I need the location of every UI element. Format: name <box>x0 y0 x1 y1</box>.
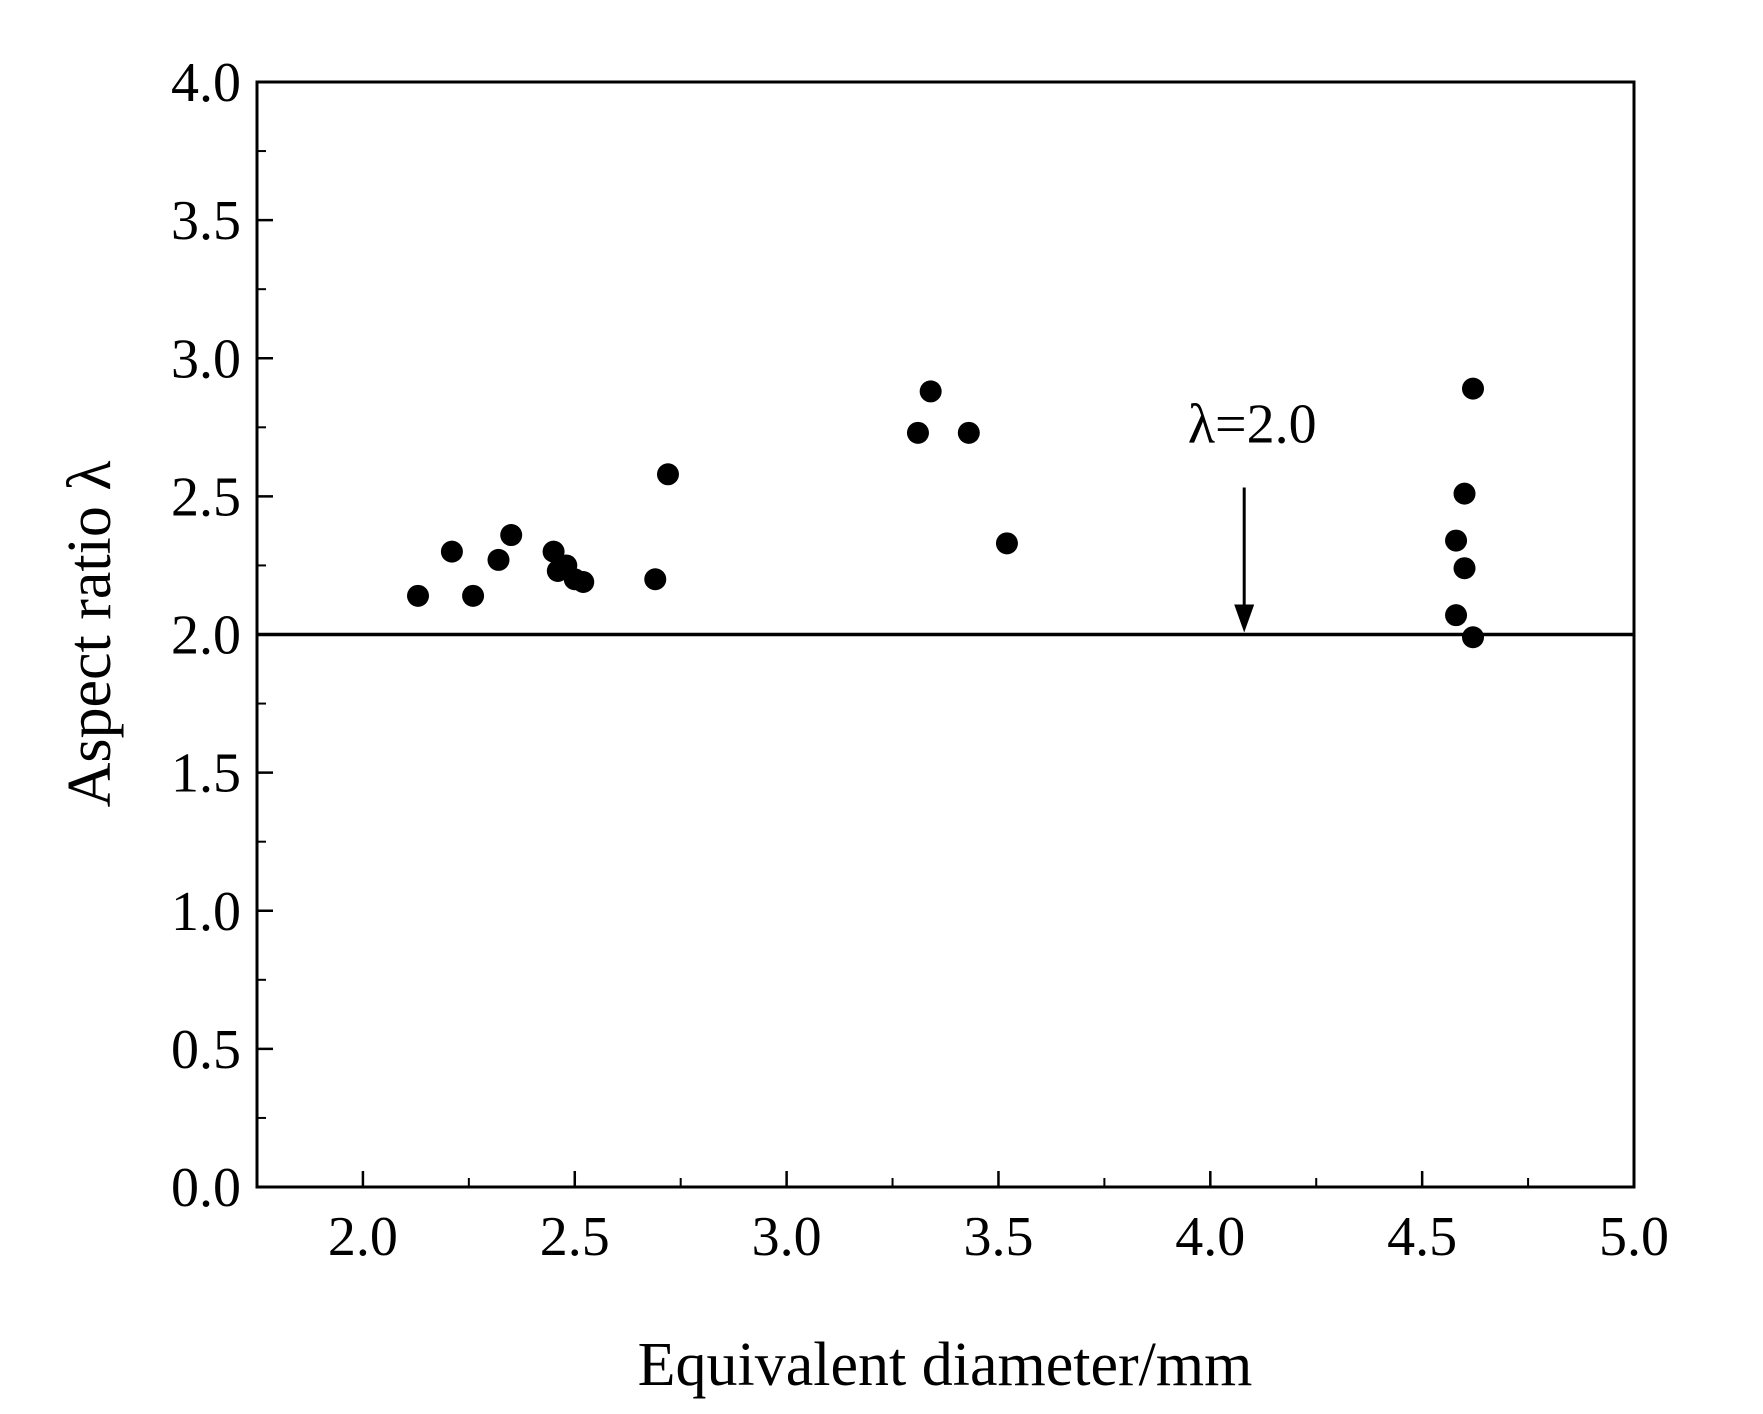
y-axis-label: Aspect ratio λ <box>56 461 124 808</box>
data-point <box>407 584 430 607</box>
data-point <box>995 532 1018 555</box>
x-tick-label: 3.0 <box>752 1206 822 1268</box>
x-tick-label: 2.5 <box>540 1206 610 1268</box>
data-point <box>906 421 929 444</box>
y-tick-label: 3.5 <box>171 190 241 252</box>
x-tick-label: 4.5 <box>1387 1206 1457 1268</box>
data-point <box>440 540 463 563</box>
y-tick-label: 2.5 <box>171 466 241 528</box>
x-tick-label: 2.0 <box>328 1206 398 1268</box>
data-point <box>542 540 565 563</box>
data-points-layer <box>407 377 1484 649</box>
data-point <box>1453 557 1476 580</box>
data-point <box>1461 377 1484 400</box>
data-point <box>462 584 485 607</box>
data-point <box>919 380 942 403</box>
data-point <box>1453 482 1476 505</box>
y-tick-label: 1.0 <box>171 881 241 943</box>
data-point <box>644 568 667 591</box>
annotation-arrow-head <box>1234 604 1255 633</box>
x-axis-label: Equivalent diameter/mm <box>638 1331 1253 1399</box>
x-tick-labels: 2.0 2.5 3.0 3.5 4.0 4.5 5.0 <box>328 1206 1669 1268</box>
data-point <box>1461 626 1484 649</box>
data-point <box>1445 604 1468 627</box>
data-point <box>1445 529 1468 552</box>
x-tick-label: 3.5 <box>963 1206 1033 1268</box>
data-point <box>487 548 510 571</box>
annotation-label: λ=2.0 <box>1188 394 1317 456</box>
x-tick-label: 4.0 <box>1175 1206 1245 1268</box>
data-point <box>957 421 980 444</box>
data-point <box>500 524 523 547</box>
y-tick-label: 2.0 <box>171 605 241 667</box>
y-tick-label: 1.5 <box>171 743 241 805</box>
y-tick-label: 0.0 <box>171 1157 241 1219</box>
data-point <box>656 463 679 486</box>
y-tick-labels: 0.0 0.5 1.0 1.5 2.0 2.5 3.0 3.5 4.0 <box>171 52 241 1219</box>
y-tick-label: 3.0 <box>171 328 241 390</box>
x-tick-label: 5.0 <box>1599 1206 1669 1268</box>
plot-frame <box>255 80 1636 1189</box>
annotation-layer: λ=2.0 <box>1188 394 1317 633</box>
data-point <box>572 571 595 594</box>
y-tick-label: 4.0 <box>171 52 241 114</box>
y-tick-label: 0.5 <box>171 1019 241 1081</box>
